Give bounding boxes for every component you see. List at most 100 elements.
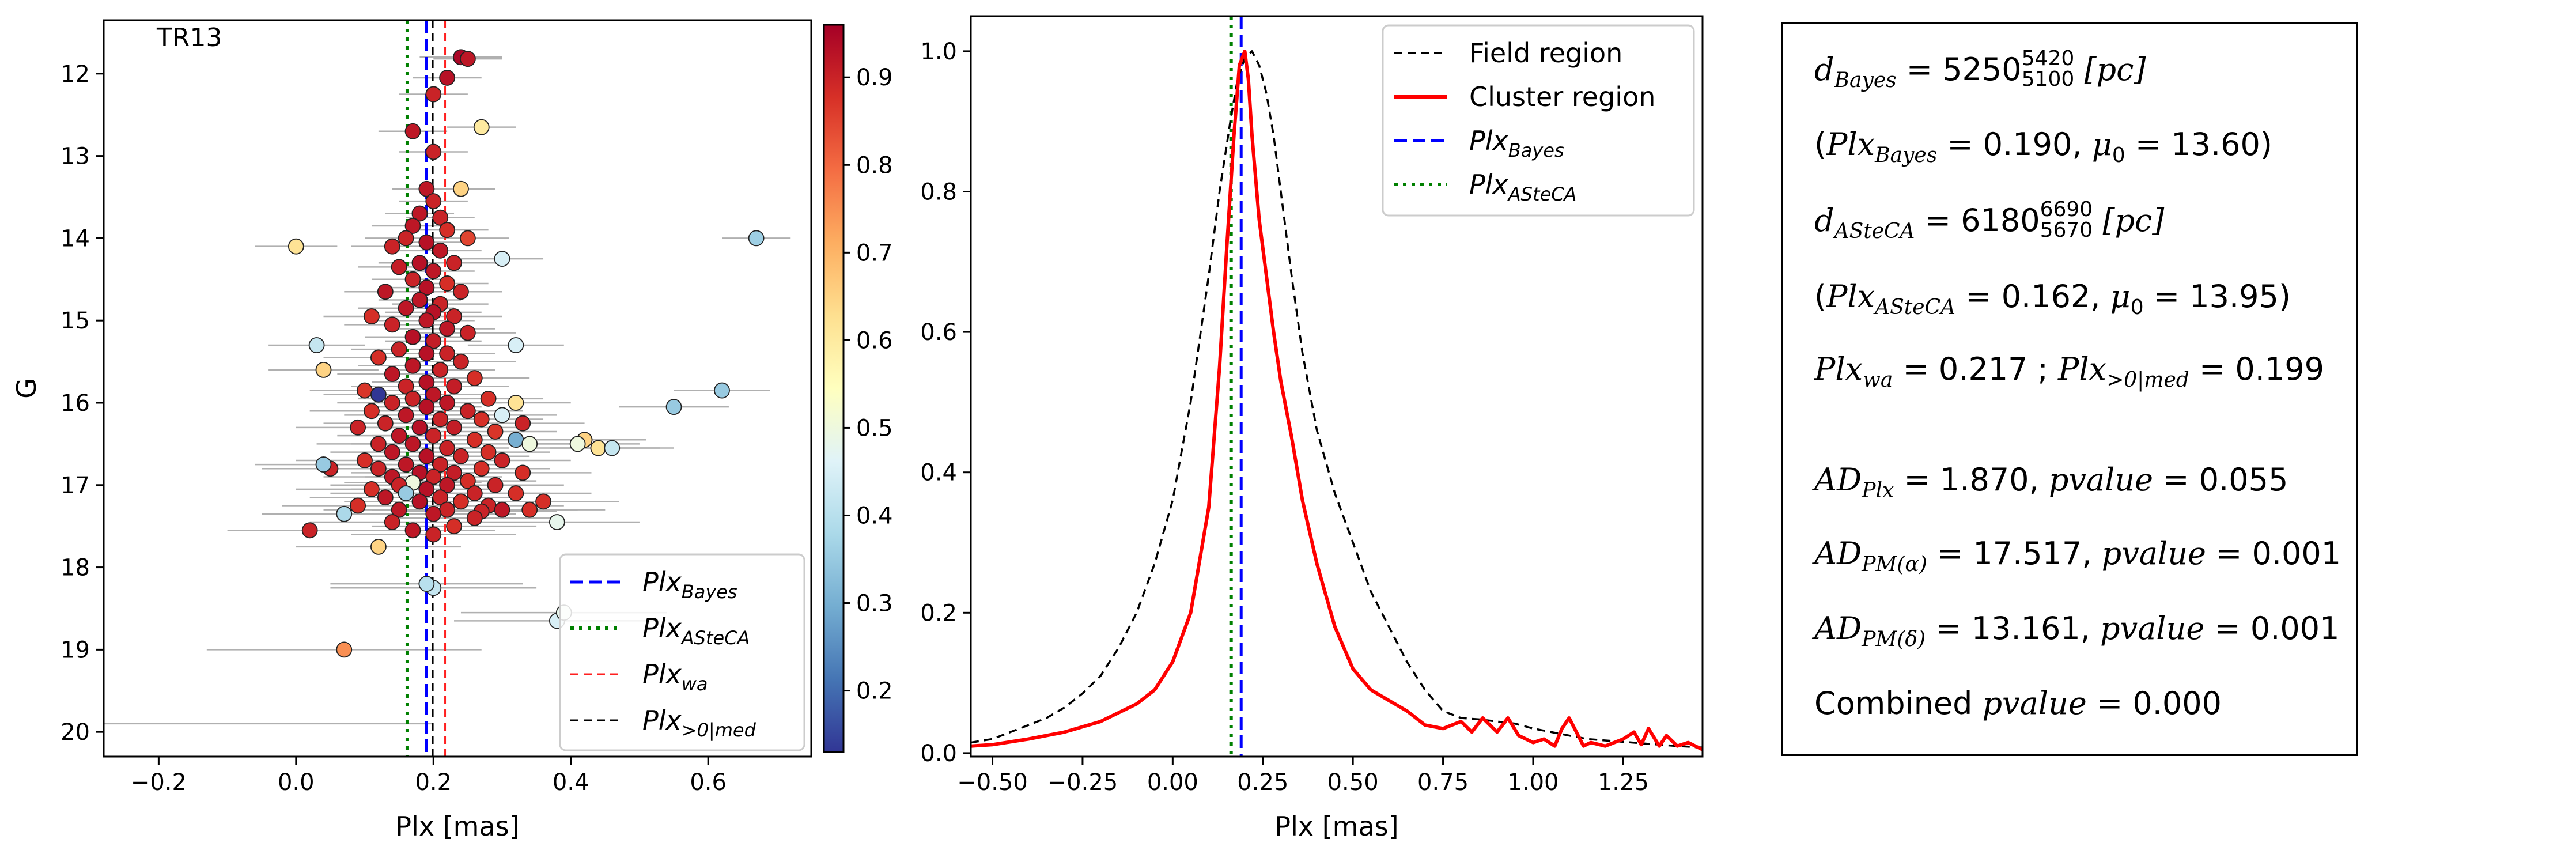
stat-mu-subscript: 0 bbox=[2130, 296, 2144, 319]
density-legend: Field region Cluster region PlxBayes PlxASt… bbox=[1382, 24, 1695, 217]
stat-subscript: >0|med bbox=[2106, 368, 2189, 392]
data-point bbox=[453, 448, 469, 464]
data-point bbox=[508, 432, 524, 448]
stat-mu: μ bbox=[2091, 126, 2112, 163]
data-point bbox=[377, 415, 394, 432]
data-point bbox=[453, 180, 469, 197]
data-point bbox=[404, 522, 421, 539]
data-point bbox=[604, 440, 621, 456]
stat-combined-label: Combined bbox=[1814, 685, 1973, 721]
data-point bbox=[487, 424, 504, 440]
data-point bbox=[515, 464, 531, 481]
series-line-0 bbox=[971, 50, 1703, 749]
data-point bbox=[439, 395, 456, 411]
y-tick-label: 0.6 bbox=[920, 319, 957, 346]
data-point bbox=[466, 509, 483, 526]
stat-subscript: Plx bbox=[1862, 479, 1894, 502]
y-tick-label: 13 bbox=[60, 143, 90, 170]
data-point bbox=[473, 119, 490, 135]
x-tick-label: 0.6 bbox=[690, 769, 727, 796]
data-point bbox=[370, 349, 387, 366]
stat-lower: 5670 bbox=[2040, 218, 2093, 242]
x-tick-label: 1.25 bbox=[1598, 769, 1649, 796]
colorbar-tick-label: 0.2 bbox=[856, 678, 893, 705]
density-frame bbox=[970, 15, 1704, 758]
stat-subscript: PM(α) bbox=[1862, 553, 1927, 576]
data-point bbox=[439, 501, 456, 518]
stat-lower: 5100 bbox=[2021, 67, 2075, 91]
stat-mu-value: 13.95 bbox=[2189, 278, 2279, 315]
legend-label: Cluster region bbox=[1469, 81, 1655, 112]
stat-subscript: Bayes bbox=[1834, 69, 1897, 92]
data-point bbox=[425, 193, 442, 210]
stat-pvalue-label: pvalue bbox=[2101, 535, 2206, 572]
data-point bbox=[508, 485, 524, 501]
data-point bbox=[521, 501, 538, 518]
stat-upper: 5420 bbox=[2021, 47, 2075, 70]
data-point bbox=[466, 370, 483, 387]
stat-subscript: PM(δ) bbox=[1862, 628, 1926, 651]
stat-mu-value: 13.60 bbox=[2171, 126, 2260, 163]
data-point bbox=[404, 271, 421, 288]
x-tick-label: 1.00 bbox=[1507, 769, 1559, 796]
x-tick-label: 0.75 bbox=[1417, 769, 1469, 796]
x-tick-label: 0.00 bbox=[1147, 769, 1198, 796]
data-point bbox=[411, 292, 428, 308]
data-point bbox=[453, 284, 469, 300]
data-point bbox=[508, 395, 524, 411]
stat-value: 0.217 bbox=[1938, 351, 2028, 387]
colorbar-tick-label: 0.3 bbox=[856, 591, 893, 617]
data-point bbox=[446, 308, 462, 324]
data-point bbox=[432, 242, 449, 259]
data-point bbox=[453, 353, 469, 370]
legend-label: Field region bbox=[1469, 37, 1622, 69]
series-line-1 bbox=[971, 49, 1703, 751]
stat-symbol: AD bbox=[1814, 462, 1862, 498]
data-point bbox=[425, 428, 442, 444]
data-point bbox=[439, 345, 456, 362]
data-point bbox=[308, 337, 325, 353]
data-point bbox=[398, 407, 414, 424]
data-point bbox=[384, 444, 400, 460]
data-point bbox=[439, 222, 456, 239]
y-tick-label: 14 bbox=[60, 225, 90, 252]
data-point bbox=[439, 440, 456, 456]
scatter-x-ticks: −0.2 0.0 0.2 0.4 0.6 bbox=[131, 757, 727, 796]
data-point bbox=[384, 366, 400, 382]
data-point bbox=[714, 382, 730, 399]
data-point bbox=[487, 477, 504, 493]
stat-plx-wa: Plxwa = 0.217 ; Plx>0|med = 0.199 bbox=[1814, 351, 2324, 392]
legend-label: PlxBayes bbox=[1469, 125, 1564, 161]
stat-subscript: ASteCA bbox=[1834, 220, 1915, 243]
legend-label: Plxwa bbox=[642, 659, 708, 695]
legend-label: PlxASteCA bbox=[642, 613, 750, 649]
data-point bbox=[370, 460, 387, 477]
stat-symbol: Plx bbox=[1826, 278, 1875, 315]
data-point bbox=[357, 382, 373, 399]
y-tick-label: 20 bbox=[60, 719, 90, 746]
data-point bbox=[364, 403, 380, 420]
data-point bbox=[411, 493, 428, 510]
data-point bbox=[459, 51, 476, 67]
stat-symbol: Plx bbox=[1814, 351, 1863, 387]
stat-plx-asteca: (PlxASteCA = 0.162, μ0 = 13.95) bbox=[1814, 278, 2291, 319]
stat-unit: [pc] bbox=[2084, 51, 2146, 88]
data-point bbox=[377, 284, 394, 300]
stat-symbol: Plx bbox=[2058, 351, 2107, 387]
colorbar-tick-label: 0.9 bbox=[856, 65, 893, 91]
stat-symbol: d bbox=[1814, 202, 1834, 239]
data-point bbox=[473, 460, 490, 477]
stat-d-asteca: dASteCA = 6180 6690 5670 [pc] bbox=[1814, 198, 2165, 244]
data-point bbox=[411, 255, 428, 271]
stat-pvalue-label: pvalue bbox=[1982, 685, 2087, 721]
data-point bbox=[404, 218, 421, 234]
data-point bbox=[315, 456, 332, 473]
data-point bbox=[370, 538, 387, 555]
data-point bbox=[590, 440, 607, 456]
stat-symbol: AD bbox=[1814, 610, 1862, 647]
data-point bbox=[301, 522, 318, 539]
data-point bbox=[446, 419, 462, 436]
data-point bbox=[432, 489, 449, 506]
stat-mu-subscript: 0 bbox=[2112, 143, 2125, 167]
stat-upper: 6690 bbox=[2040, 198, 2093, 221]
